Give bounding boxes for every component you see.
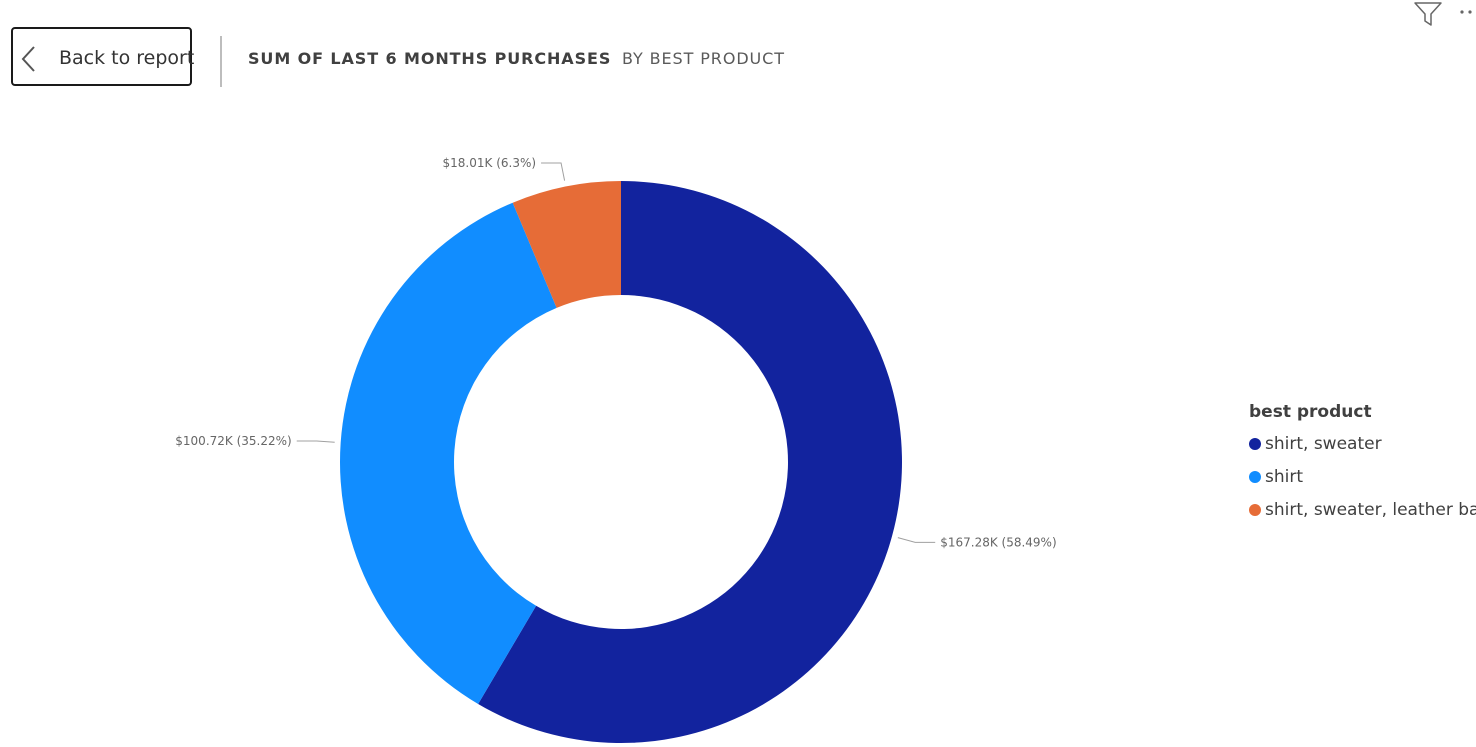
legend-item-label: shirt, sweater, leather bag bbox=[1265, 499, 1476, 520]
donut-slice-shirt[interactable] bbox=[339, 202, 557, 704]
donut-slice-shirt-sweater-leather-bag[interactable] bbox=[512, 181, 621, 308]
chart-title: SUM OF LAST 6 MONTHS PURCHASES bbox=[248, 49, 612, 68]
chart-legend: best product shirt, sweater shirt shirt,… bbox=[1249, 402, 1476, 526]
data-label-shirt-sweater-leather-bag: $18.01K (6.3%) bbox=[443, 156, 537, 170]
leader-line bbox=[897, 537, 936, 543]
chart-subtitle: BY BEST PRODUCT bbox=[622, 49, 785, 68]
legend-dot-icon bbox=[1249, 437, 1261, 450]
back-to-report-button[interactable]: Back to report bbox=[11, 27, 195, 86]
donut-chart: $167.28K (58.49%) $100.72K (35.22%) $18.01… bbox=[175, 156, 1057, 744]
donut-slice-shirt-sweater[interactable] bbox=[478, 181, 903, 744]
title-separator bbox=[220, 36, 222, 87]
more-options-icon[interactable] bbox=[1458, 4, 1476, 20]
leader-line bbox=[296, 440, 335, 443]
filter-icon[interactable] bbox=[1413, 1, 1443, 27]
legend-title: best product bbox=[1249, 402, 1372, 422]
legend-item-shirt[interactable]: shirt bbox=[1249, 460, 1476, 493]
legend-item-label: shirt, sweater bbox=[1265, 433, 1382, 454]
leader-line bbox=[541, 162, 566, 181]
legend-item-shirt-sweater[interactable]: shirt, sweater bbox=[1249, 427, 1476, 460]
legend-dot-icon bbox=[1249, 470, 1261, 483]
legend-item-label: shirt bbox=[1265, 466, 1304, 487]
data-label-shirt: $100.72K (35.22%) bbox=[175, 434, 291, 448]
legend-item-shirt-sweater-leather-bag[interactable]: shirt, sweater, leather bag bbox=[1249, 493, 1476, 526]
legend-dot-icon bbox=[1249, 503, 1261, 516]
chevron-left-icon bbox=[21, 46, 35, 72]
data-label-shirt-sweater: $167.28K (58.49%) bbox=[940, 535, 1056, 549]
back-to-report-label: Back to report bbox=[59, 47, 195, 69]
